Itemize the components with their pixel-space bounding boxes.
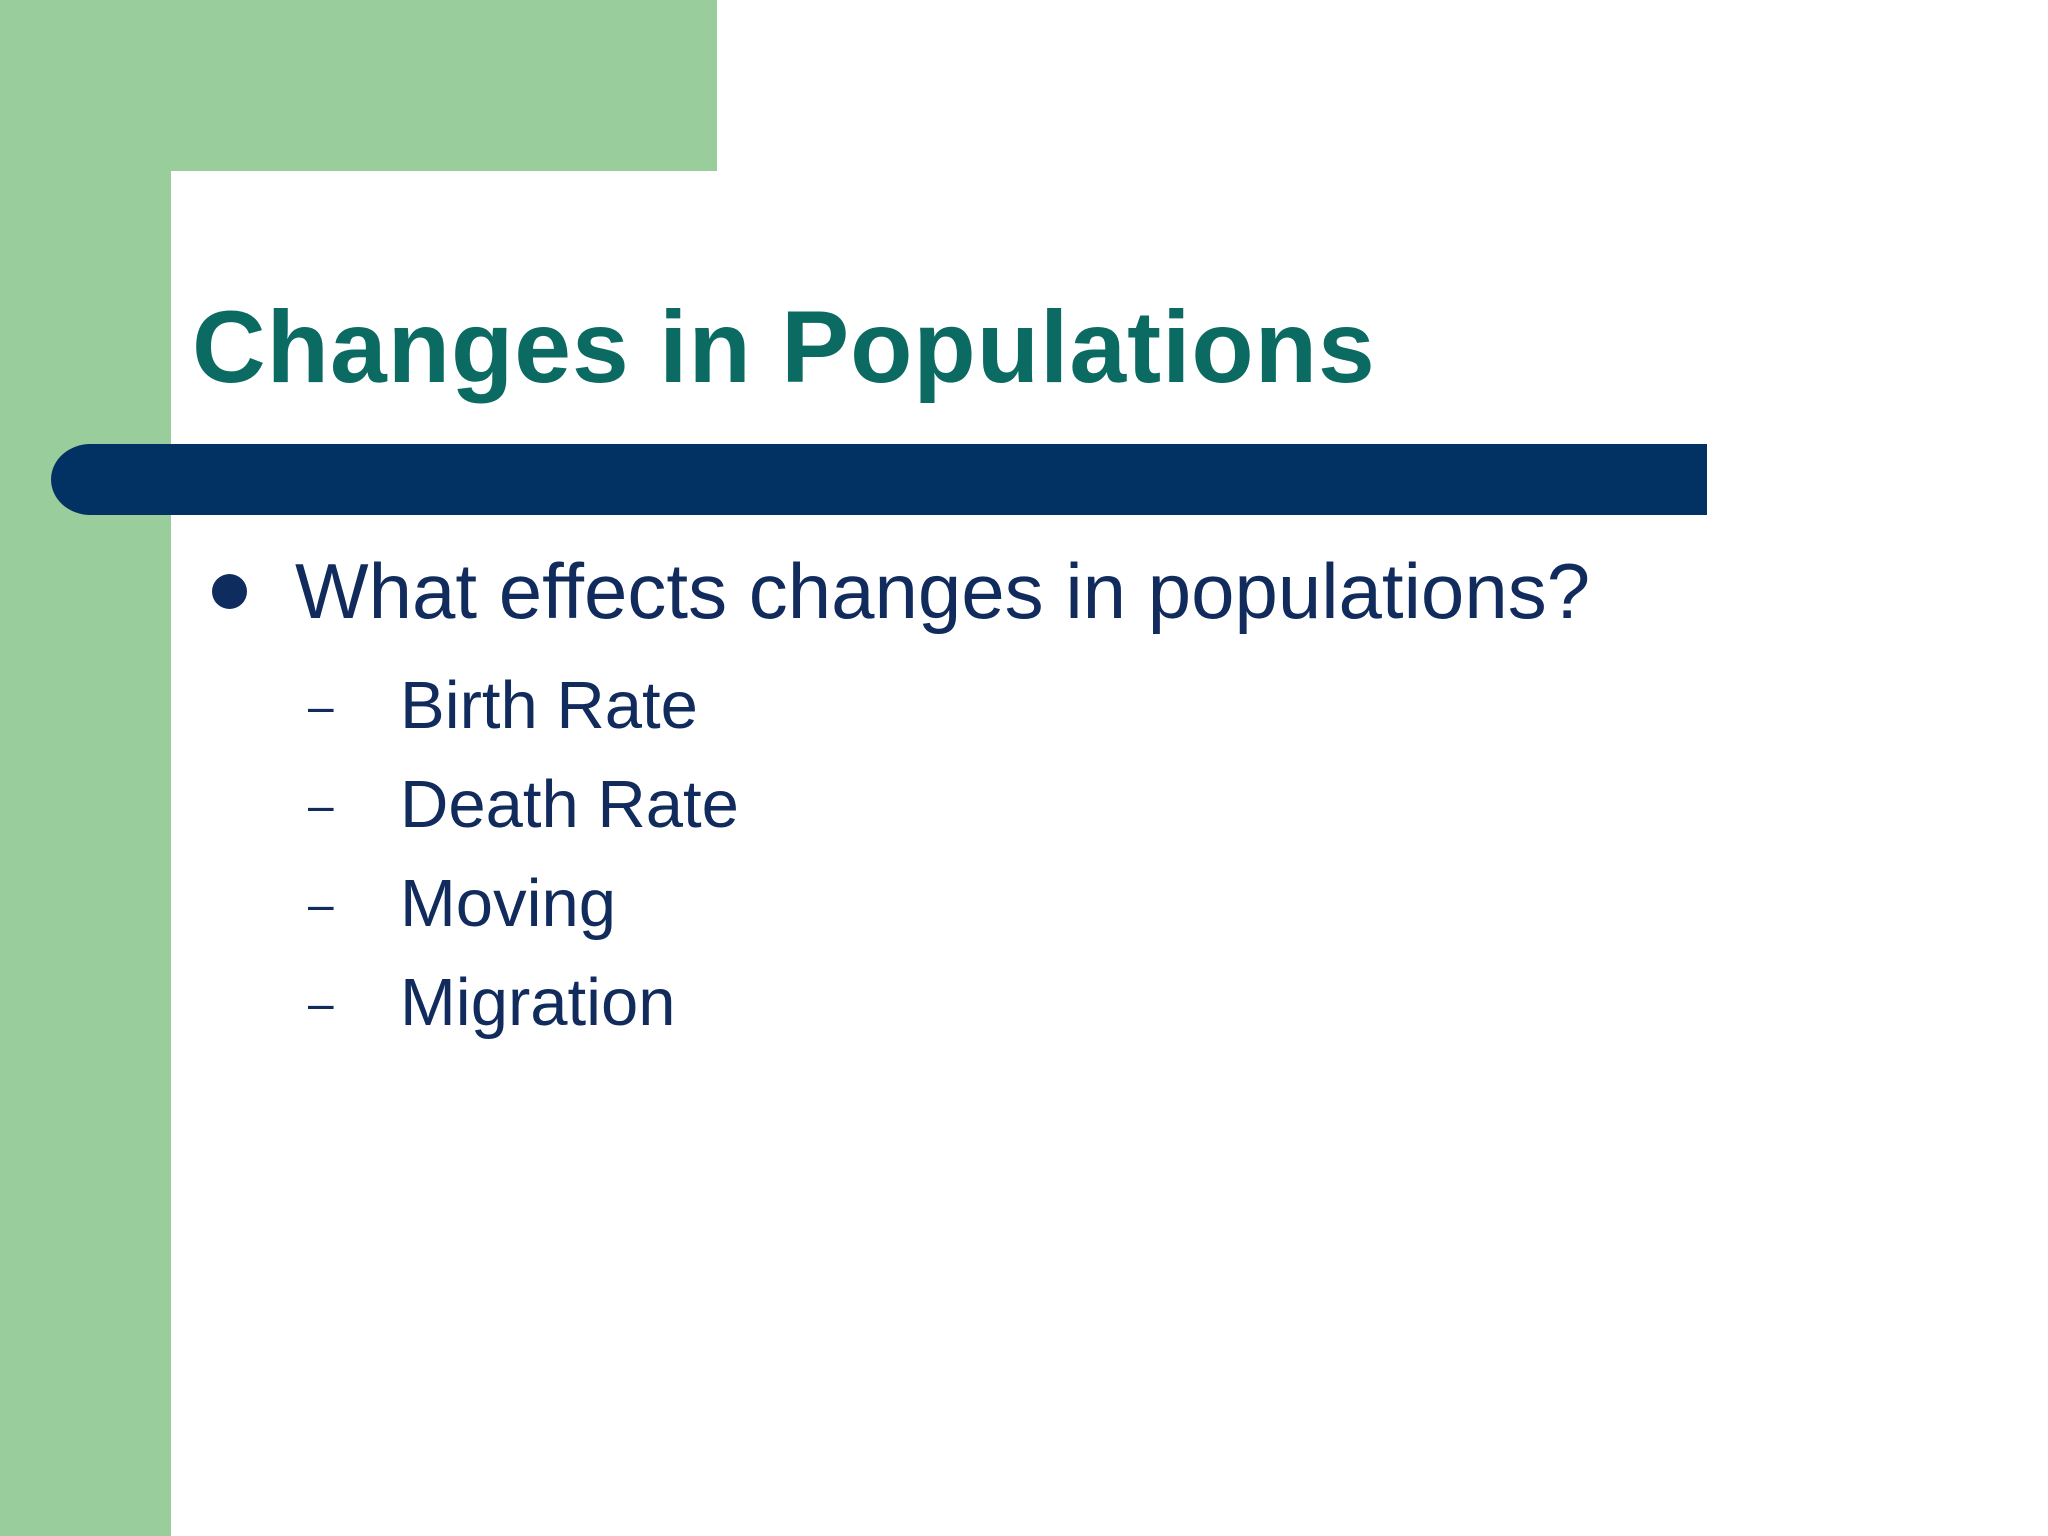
content-panel xyxy=(171,171,2048,1536)
sub-bullet-text: Moving xyxy=(400,866,616,941)
dash-icon: – xyxy=(308,778,334,831)
bullet-dot-icon xyxy=(212,573,247,609)
dash-icon: – xyxy=(308,877,334,930)
sub-bullet-item: – Migration xyxy=(308,953,739,1052)
sub-bullet-text: Death Rate xyxy=(400,767,739,842)
sub-bullet-item: – Moving xyxy=(308,854,739,953)
title-divider-bar xyxy=(51,444,1707,515)
bullet-item: What effects changes in populations? xyxy=(212,546,1590,636)
sub-bullet-item: – Birth Rate xyxy=(308,656,739,755)
dash-icon: – xyxy=(308,976,334,1029)
sub-bullet-text: Migration xyxy=(400,965,676,1040)
sub-bullet-item: – Death Rate xyxy=(308,755,739,854)
slide-title: Changes in Populations xyxy=(192,290,1376,404)
sub-bullet-text: Birth Rate xyxy=(400,668,698,743)
dash-icon: – xyxy=(308,679,334,732)
green-top-band xyxy=(0,0,717,171)
sub-bullet-list: – Birth Rate – Death Rate – Moving – Mig… xyxy=(308,656,739,1052)
bullet-text: What effects changes in populations? xyxy=(295,547,1591,635)
green-sidebar-band xyxy=(0,0,171,1536)
